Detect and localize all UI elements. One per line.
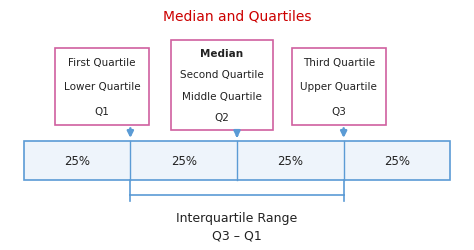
Text: 25%: 25%	[384, 155, 410, 168]
Text: Median and Quartiles: Median and Quartiles	[163, 9, 311, 23]
Text: Third Quartile: Third Quartile	[303, 58, 375, 68]
Text: Interquartile Range: Interquartile Range	[176, 212, 298, 225]
Text: First Quartile: First Quartile	[68, 58, 136, 68]
Text: 25%: 25%	[171, 155, 197, 168]
Text: Q2: Q2	[214, 113, 229, 123]
Text: Median: Median	[200, 49, 243, 59]
Text: Q3: Q3	[331, 107, 346, 117]
Text: Q3 – Q1: Q3 – Q1	[212, 230, 262, 243]
FancyBboxPatch shape	[292, 48, 386, 125]
Text: Second Quartile: Second Quartile	[180, 70, 264, 80]
Text: Upper Quartile: Upper Quartile	[301, 82, 377, 92]
FancyBboxPatch shape	[171, 40, 273, 130]
Text: 25%: 25%	[64, 155, 90, 168]
Text: Q1: Q1	[94, 107, 109, 117]
FancyBboxPatch shape	[55, 48, 149, 125]
FancyBboxPatch shape	[24, 141, 450, 180]
Text: Lower Quartile: Lower Quartile	[64, 82, 140, 92]
Text: Middle Quartile: Middle Quartile	[182, 92, 262, 102]
Text: 25%: 25%	[277, 155, 303, 168]
